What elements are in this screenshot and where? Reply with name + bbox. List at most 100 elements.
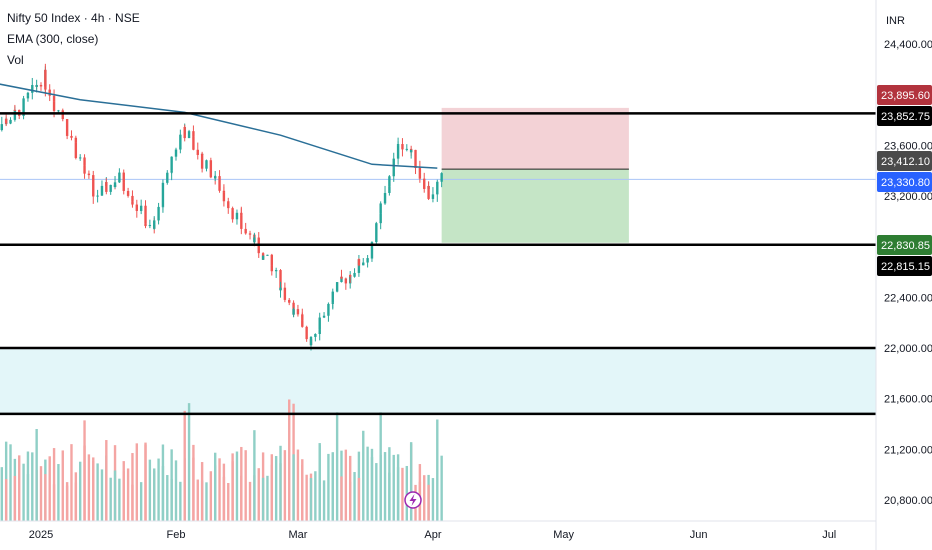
- volume-bar: [57, 464, 60, 521]
- volume-bar: [266, 475, 269, 521]
- candle-body: [87, 173, 91, 176]
- volume-bar: [348, 455, 352, 521]
- ema-300-line: [0, 83, 438, 169]
- volume-bar: [148, 459, 152, 521]
- volume-bar: [22, 463, 25, 521]
- candle-body: [209, 160, 213, 178]
- candle-body: [148, 225, 152, 227]
- support-zone: [0, 348, 876, 414]
- candle-body: [74, 142, 78, 159]
- volume-bar: [335, 412, 339, 521]
- candle-body: [279, 270, 282, 291]
- candle-body: [78, 157, 82, 159]
- candle-body: [431, 194, 435, 199]
- volume-bar: [109, 477, 112, 521]
- candle-body: [314, 334, 317, 337]
- time-tick-label: 2025: [29, 529, 53, 541]
- time-tick-label: Jul: [822, 529, 836, 541]
- volume-bar: [78, 461, 82, 521]
- volume-bar: [279, 445, 282, 521]
- volume-bar: [61, 450, 64, 521]
- volume-bar: [9, 444, 12, 521]
- candle-body: [261, 255, 265, 260]
- volume-bar: [44, 474, 47, 521]
- candle-body: [270, 254, 274, 266]
- candle-body: [322, 315, 326, 318]
- volume-bar: [13, 475, 17, 521]
- volume-bar: [174, 460, 178, 521]
- take-profit-zone: [441, 169, 629, 243]
- price-tag-badge: [877, 172, 932, 192]
- candle-body: [301, 320, 304, 327]
- price-tick-label: 22,400.00: [884, 292, 932, 304]
- candle-body: [183, 127, 186, 139]
- candle-body: [161, 182, 165, 207]
- candle-body: [409, 149, 413, 153]
- candle-body: [370, 242, 374, 258]
- price-tick-label: 23,600.00: [884, 140, 932, 152]
- candle-body: [144, 205, 147, 224]
- candle-body: [26, 92, 30, 96]
- candle-body: [222, 192, 226, 202]
- volume-bar: [240, 446, 243, 521]
- candle-body: [39, 84, 43, 87]
- candle-body: [196, 149, 199, 155]
- volume-indicator-label[interactable]: Vol: [7, 53, 24, 67]
- price-tag-badge: [877, 256, 932, 276]
- candle-body: [9, 119, 12, 124]
- price-tick-label: 24,400.00: [884, 39, 932, 51]
- candle-body: [35, 84, 38, 87]
- candle-body: [270, 265, 274, 272]
- candle-body: [179, 134, 182, 150]
- price-tag-label: 22,815.15: [881, 261, 930, 273]
- symbol-title[interactable]: Nifty 50 Index · 4h · NSE: [7, 11, 140, 25]
- price-axis-ticks[interactable]: 24,400.00 23,600.00 23,200.00 22,400.00 22,0…: [884, 39, 932, 507]
- volume-bar: [0, 467, 4, 521]
- price-tag-badge: [877, 235, 932, 255]
- price-tag-label: 23,852.75: [881, 111, 930, 123]
- candlesticks: [0, 63, 443, 351]
- candle-body: [405, 148, 409, 150]
- candle-body: [153, 220, 156, 229]
- volume-bar: [423, 475, 426, 521]
- volume-bar: [131, 453, 134, 521]
- candle-body: [235, 212, 239, 220]
- lightning-alert-icon[interactable]: [404, 491, 422, 509]
- candle-body: [288, 299, 291, 303]
- candle-body: [122, 182, 125, 191]
- candle-body: [401, 144, 404, 150]
- candle-body: [113, 182, 117, 188]
- volume-bar: [309, 478, 313, 521]
- volume-bar: [396, 454, 400, 521]
- volume-bar: [170, 478, 173, 521]
- candle-body: [92, 181, 95, 197]
- volume-bar: [200, 462, 204, 521]
- candle-body: [44, 69, 47, 90]
- candle-body: [379, 203, 382, 214]
- volume-bar: [318, 445, 321, 521]
- volume-bar: [213, 452, 217, 521]
- volume-bar: [283, 450, 287, 521]
- candle-body: [440, 173, 443, 182]
- volume-bar: [418, 464, 422, 521]
- candle-body: [335, 282, 339, 292]
- candle-body: [57, 110, 60, 112]
- price-tick-label: 21,600.00: [884, 394, 932, 406]
- candle-body: [83, 165, 86, 174]
- volume-bar: [331, 453, 334, 521]
- volume-bar: [196, 479, 199, 521]
- volume-bar: [122, 461, 125, 521]
- horizontal-levels[interactable]: [0, 112, 876, 416]
- ema-indicator-label[interactable]: EMA (300, close): [7, 32, 99, 46]
- time-tick-label: Apr: [424, 529, 441, 541]
- candle-body: [396, 145, 400, 159]
- volume-bar: [231, 461, 234, 521]
- candle-body: [427, 185, 430, 199]
- volume-bar: [292, 454, 295, 521]
- candle-body: [139, 205, 143, 211]
- time-axis-ticks[interactable]: 2025 Feb Mar Apr May Jun Jul: [29, 529, 836, 541]
- candle-body: [244, 228, 247, 234]
- candle-body: [240, 215, 243, 229]
- candle-body: [13, 109, 17, 120]
